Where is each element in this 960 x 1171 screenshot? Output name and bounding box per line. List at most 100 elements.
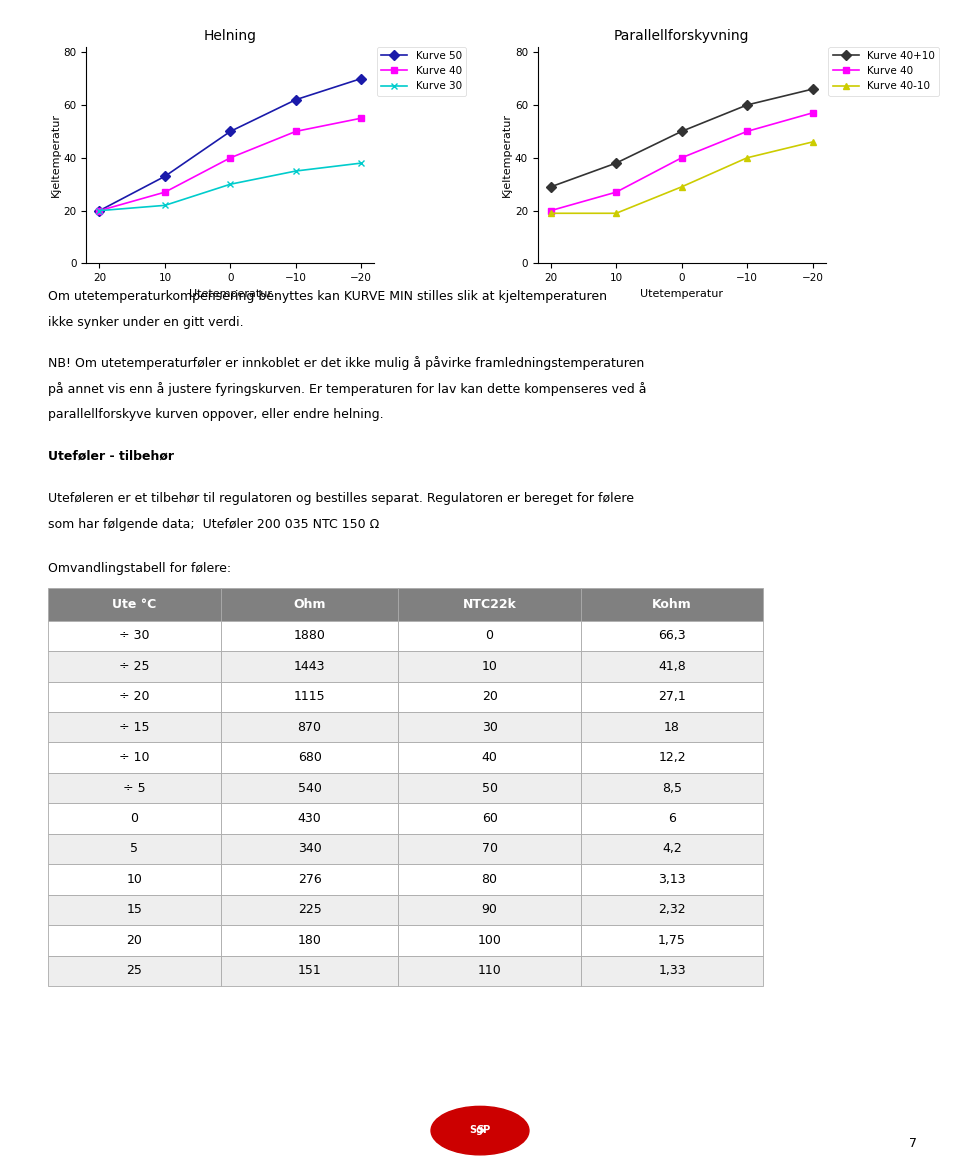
Text: 27,1: 27,1 xyxy=(659,690,685,704)
Text: 18: 18 xyxy=(664,720,680,734)
Text: 66,3: 66,3 xyxy=(659,629,685,643)
Kurve 40 xyxy=(676,151,687,165)
Text: Ute °C: Ute °C xyxy=(112,597,156,611)
Kurve 50 xyxy=(355,71,367,85)
Kurve 50 xyxy=(94,204,106,218)
Kurve 40 xyxy=(94,204,106,218)
Text: på annet vis enn å justere fyringskurven. Er temperaturen for lav kan dette komp: på annet vis enn å justere fyringskurven… xyxy=(48,382,646,396)
Text: 151: 151 xyxy=(298,964,322,978)
Kurve 40+10 xyxy=(741,98,753,112)
Text: NTC22k: NTC22k xyxy=(463,597,516,611)
Text: 1,33: 1,33 xyxy=(659,964,685,978)
Text: som har følgende data;  Uteføler 200 035 NTC 150 Ω: som har følgende data; Uteføler 200 035 … xyxy=(48,518,379,530)
Text: 540: 540 xyxy=(298,781,322,795)
Text: 20: 20 xyxy=(482,690,497,704)
Kurve 40 xyxy=(290,124,301,138)
Line: Kurve 40: Kurve 40 xyxy=(547,109,816,214)
Text: Om utetemperaturkompensering benyttes kan KURVE MIN stilles slik at kjeltemperat: Om utetemperaturkompensering benyttes ka… xyxy=(48,290,607,303)
Title: Parallellforskyvning: Parallellforskyvning xyxy=(613,29,750,43)
Text: Ohm: Ohm xyxy=(294,597,325,611)
Kurve 30 xyxy=(225,177,236,191)
Kurve 40 xyxy=(611,185,622,199)
Text: parallellforskyve kurven oppover, eller endre helning.: parallellforskyve kurven oppover, eller … xyxy=(48,408,384,420)
Line: Kurve 50: Kurve 50 xyxy=(96,75,365,214)
Text: 340: 340 xyxy=(298,842,322,856)
Line: Kurve 40-10: Kurve 40-10 xyxy=(547,138,816,217)
Text: 20: 20 xyxy=(127,933,142,947)
Title: Helning: Helning xyxy=(204,29,257,43)
Text: 100: 100 xyxy=(478,933,501,947)
Text: 60: 60 xyxy=(482,812,497,826)
Text: 680: 680 xyxy=(298,751,322,765)
Text: 3,13: 3,13 xyxy=(659,872,685,886)
Kurve 50 xyxy=(290,93,301,107)
Kurve 40 xyxy=(159,185,171,199)
Kurve 40 xyxy=(806,105,818,119)
Kurve 50 xyxy=(225,124,236,138)
Y-axis label: Kjeltemperatur: Kjeltemperatur xyxy=(51,114,60,197)
Text: Uteføler - tilbehør: Uteføler - tilbehør xyxy=(48,450,174,463)
Text: ikke synker under en gitt verdi.: ikke synker under en gitt verdi. xyxy=(48,316,244,329)
Text: 12,2: 12,2 xyxy=(659,751,685,765)
Kurve 30 xyxy=(94,204,106,218)
Text: 30: 30 xyxy=(482,720,497,734)
Text: ÷ 25: ÷ 25 xyxy=(119,659,150,673)
Text: 1,75: 1,75 xyxy=(658,933,686,947)
Legend: Kurve 50, Kurve 40, Kurve 30: Kurve 50, Kurve 40, Kurve 30 xyxy=(377,47,467,96)
Kurve 40+10 xyxy=(676,124,687,138)
Kurve 40 xyxy=(355,111,367,125)
Text: 0: 0 xyxy=(486,629,493,643)
Kurve 40+10 xyxy=(611,156,622,170)
Kurve 40+10 xyxy=(806,82,818,96)
Kurve 40 xyxy=(741,124,753,138)
Text: Omvandlingstabell for følere:: Omvandlingstabell for følere: xyxy=(48,562,231,575)
Kurve 40-10 xyxy=(741,151,753,165)
Text: ÷ 30: ÷ 30 xyxy=(119,629,150,643)
Text: Kohm: Kohm xyxy=(652,597,692,611)
Text: ÷ 20: ÷ 20 xyxy=(119,690,150,704)
Kurve 30 xyxy=(290,164,301,178)
Kurve 50 xyxy=(159,170,171,184)
Kurve 40 xyxy=(225,151,236,165)
Kurve 40-10 xyxy=(611,206,622,220)
Text: 80: 80 xyxy=(482,872,497,886)
Text: 276: 276 xyxy=(298,872,322,886)
Line: Kurve 40+10: Kurve 40+10 xyxy=(547,85,816,191)
Text: 10: 10 xyxy=(482,659,497,673)
Text: 90: 90 xyxy=(482,903,497,917)
Text: ÷ 10: ÷ 10 xyxy=(119,751,150,765)
Line: Kurve 30: Kurve 30 xyxy=(96,159,365,214)
Text: Uteføleren er et tilbehør til regulatoren og bestilles separat. Regulatoren er b: Uteføleren er et tilbehør til regulatore… xyxy=(48,492,634,505)
Text: 1115: 1115 xyxy=(294,690,325,704)
Y-axis label: Kjeltemperatur: Kjeltemperatur xyxy=(502,114,512,197)
Text: 50: 50 xyxy=(482,781,497,795)
Text: ÷ 5: ÷ 5 xyxy=(123,781,146,795)
Text: 2,32: 2,32 xyxy=(659,903,685,917)
Text: 70: 70 xyxy=(482,842,497,856)
X-axis label: Utetemperatur: Utetemperatur xyxy=(640,289,723,299)
Text: 25: 25 xyxy=(127,964,142,978)
Text: 8,5: 8,5 xyxy=(662,781,682,795)
Line: Kurve 40: Kurve 40 xyxy=(96,115,365,214)
Text: 0: 0 xyxy=(131,812,138,826)
Ellipse shape xyxy=(431,1107,529,1155)
Text: 7: 7 xyxy=(909,1137,917,1150)
Text: ÷ 15: ÷ 15 xyxy=(119,720,150,734)
Text: 15: 15 xyxy=(127,903,142,917)
Text: 110: 110 xyxy=(478,964,501,978)
Kurve 40-10 xyxy=(676,180,687,194)
Text: NB! Om utetemperaturføler er innkoblet er det ikke mulig å påvirke framledningst: NB! Om utetemperaturføler er innkoblet e… xyxy=(48,356,644,370)
Text: 41,8: 41,8 xyxy=(659,659,685,673)
Text: 180: 180 xyxy=(298,933,322,947)
Text: 10: 10 xyxy=(127,872,142,886)
Text: S: S xyxy=(476,1124,484,1135)
Kurve 40-10 xyxy=(545,206,557,220)
Text: 40: 40 xyxy=(482,751,497,765)
X-axis label: Utetemperatur: Utetemperatur xyxy=(189,289,272,299)
Kurve 40-10 xyxy=(806,135,818,149)
Kurve 40 xyxy=(545,204,557,218)
Text: 5: 5 xyxy=(131,842,138,856)
Text: SgP: SgP xyxy=(469,1124,491,1135)
Legend: Kurve 40+10, Kurve 40, Kurve 40-10: Kurve 40+10, Kurve 40, Kurve 40-10 xyxy=(828,47,939,96)
Text: 430: 430 xyxy=(298,812,322,826)
